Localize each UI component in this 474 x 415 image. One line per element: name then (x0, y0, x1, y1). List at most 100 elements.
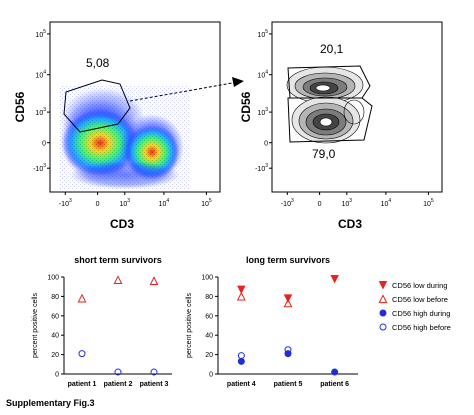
x-tick-label: 103 (120, 198, 131, 208)
chart-long-term-survivors: long term survivors 0 20 40 60 80 100 percent p… (186, 255, 358, 388)
data-point (149, 276, 159, 285)
chart-title: short term survivors (74, 255, 162, 265)
flow-left-ylabel: CD56 (13, 91, 27, 122)
flow-right-upper-gate-value: 20,1 (320, 42, 344, 56)
data-point (237, 357, 245, 365)
flow-right-gate-upper (287, 65, 371, 99)
flow-left-gate-value: 5,08 (86, 56, 110, 70)
legend-label: CD56 low before (392, 295, 448, 304)
x-tick-label-base: 0 (318, 201, 322, 208)
x-tick-label-exp: 5 (209, 198, 212, 204)
y-tick-label-base: 10 (35, 32, 43, 39)
y-tick-label-exp: 5 (43, 29, 46, 35)
y-tick-label: 105 (35, 29, 46, 39)
y-tick-label: 40 (205, 333, 213, 340)
legend-marker (378, 281, 388, 290)
chart-title: long term survivors (246, 255, 330, 265)
y-axis-label: percent positive cells (186, 293, 193, 358)
legend-label: CD56 low during (392, 281, 447, 290)
x-tick-label-base: 10 (381, 201, 389, 208)
y-tick-label: 60 (51, 313, 59, 320)
survivor-charts: short term survivors 0 20 40 60 80 100 percent … (32, 255, 451, 388)
data-point (236, 291, 246, 301)
y-axis-label: percent positive cells (32, 293, 39, 358)
data-point (331, 368, 339, 376)
flow-right-gate-lower (287, 97, 373, 143)
gate-arrow (129, 77, 244, 102)
x-tick-label: 105 (423, 198, 434, 208)
data-point (330, 274, 339, 284)
x-tick-label-exp: 3 (127, 198, 130, 204)
x-tick-label: patient 4 (227, 381, 256, 388)
y-tick-label-base: 10 (257, 110, 265, 117)
y-tick-label: 60 (205, 313, 213, 320)
x-tick-label: 105 (201, 198, 212, 208)
flow-right-xlabel: CD3 (338, 217, 362, 231)
flow-right-contours (286, 66, 365, 144)
y-tick-label: 80 (205, 294, 213, 301)
x-tick-label: 104 (159, 198, 170, 208)
x-tick-label: patient 6 (320, 381, 349, 388)
y-tick-label: 20 (51, 352, 59, 359)
y-tick-label-exp: 4 (265, 70, 268, 76)
y-tick-label: 0 (209, 372, 213, 379)
x-tick-label: 103 (342, 198, 353, 208)
y-tick-label-base: 10 (257, 73, 265, 80)
x-tick-label-base: 10 (159, 201, 167, 208)
flow-right-frame (271, 21, 443, 193)
y-tick-label-exp: 3 (43, 163, 46, 169)
x-tick-label: 0 (318, 201, 322, 208)
y-tick-label: 100 (47, 275, 59, 282)
y-tick-label: 40 (51, 333, 59, 340)
y-tick-label-exp: 4 (43, 70, 46, 76)
data-point (78, 350, 86, 358)
data-point (284, 346, 292, 354)
y-tick-label-base: 10 (35, 110, 43, 117)
y-tick-label: 0 (55, 372, 59, 379)
x-tick-label: -103 (59, 198, 72, 208)
flow-right-ylabel: CD56 (239, 91, 253, 122)
chart-short-term-survivors: short term survivors 0 20 40 60 80 100 percent … (32, 255, 172, 388)
flow-left-events (60, 85, 190, 190)
x-tick-label: patient 2 (104, 381, 133, 388)
x-tick-label-base: 10 (342, 201, 350, 208)
y-tick-label-exp: 3 (265, 163, 268, 169)
data-point (283, 298, 293, 308)
x-tick-label-exp: 3 (349, 198, 352, 204)
data-point (113, 275, 123, 285)
flow-left-xlabel: CD3 (110, 217, 134, 231)
y-tick-label-base: 0 (42, 141, 46, 148)
y-tick-label: 0 (42, 141, 46, 148)
y-tick-label: 103 (257, 107, 268, 117)
y-tick-label: 103 (35, 107, 46, 117)
x-tick-label-base: -10 (59, 201, 69, 208)
chart-legend: CD56 low during CD56 low before CD56 high … (378, 281, 451, 332)
x-tick-label: patient 1 (68, 381, 97, 388)
x-tick-label: patient 3 (140, 381, 169, 388)
legend-marker (379, 323, 387, 331)
y-tick-label: 0 (264, 141, 268, 148)
x-tick-label-exp: 4 (388, 198, 391, 204)
x-tick-label-base: 10 (120, 201, 128, 208)
y-tick-label: 20 (205, 352, 213, 359)
legend-label: CD56 high before (392, 323, 451, 332)
y-tick-label-exp: 5 (265, 29, 268, 35)
y-tick-label-exp: 3 (265, 107, 268, 113)
flow-right-lower-gate-value: 79,0 (312, 147, 336, 161)
y-tick-label: -103 (33, 163, 46, 173)
x-tick-label: 0 (96, 201, 100, 208)
y-tick-label-base: -10 (255, 166, 265, 173)
data-point (114, 368, 122, 376)
y-tick-label-base: 10 (257, 32, 265, 39)
x-tick-label-exp: 3 (69, 198, 72, 204)
x-tick-label-base: 10 (423, 201, 431, 208)
x-tick-label-exp: 5 (431, 198, 434, 204)
y-tick-label-base: 10 (35, 73, 43, 80)
legend-label: CD56 high during (392, 309, 450, 318)
x-tick-label-base: 10 (201, 201, 209, 208)
x-tick-label-exp: 4 (166, 198, 169, 204)
legend-marker (378, 294, 388, 304)
